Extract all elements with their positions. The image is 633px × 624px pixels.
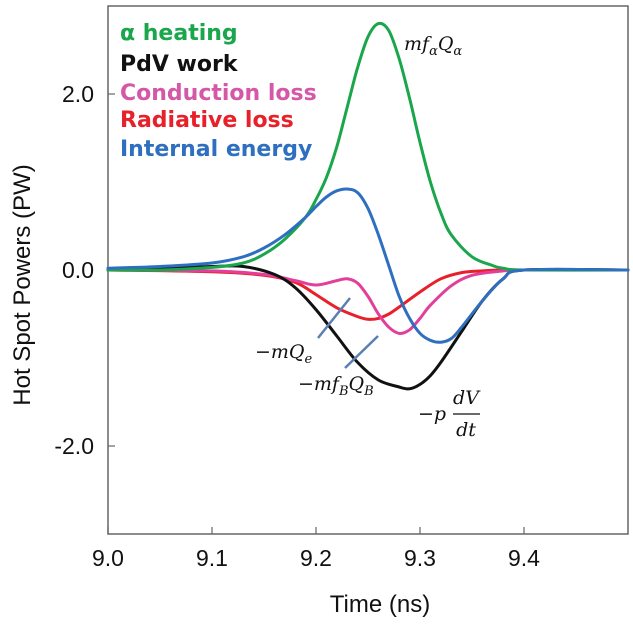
series-lines <box>106 21 630 391</box>
series-conduction-loss-line <box>106 268 630 335</box>
series-internal-energy-line <box>106 187 630 344</box>
annotation-pdv: −p dV dt <box>418 387 481 441</box>
legend: α heating PdV work Conduction loss Radia… <box>120 21 317 162</box>
legend-conduction-loss: Conduction loss <box>120 81 317 106</box>
x-tick-label: 9.0 <box>92 545 124 571</box>
annotation-radiative: −mfBQB <box>298 373 374 399</box>
series-alpha-heating-line <box>106 21 630 272</box>
x-tick-label: 9.3 <box>404 545 436 571</box>
series-pdv-work-line <box>106 264 630 391</box>
axis-ticks: 9.0 9.1 9.2 9.3 9.4 2.0 0.0 -2.0 <box>54 81 540 571</box>
legend-internal-energy: Internal energy <box>120 137 312 162</box>
annotation-pdv-prefix: −p <box>418 403 446 425</box>
annotation-pdv-numerator: dV <box>453 387 481 409</box>
y-tick-label: 0.0 <box>62 257 94 283</box>
annotation-conduction: −mQe <box>255 341 313 367</box>
x-axis-title: Time (ns) <box>330 591 430 618</box>
legend-pdv-work: PdV work <box>120 52 239 77</box>
y-tick-label: -2.0 <box>54 433 94 459</box>
legend-alpha-heating: α heating <box>120 21 238 46</box>
annotation-alpha-heating: mfαQα <box>404 33 462 59</box>
x-tick-label: 9.1 <box>196 545 228 571</box>
y-tick-label: 2.0 <box>62 81 94 107</box>
y-axis-title: Hot Spot Powers (PW) <box>9 164 36 405</box>
annotation-pdv-denominator: dt <box>456 419 476 441</box>
radiative-pointer-line <box>344 335 379 369</box>
conduction-pointer-line <box>317 297 351 339</box>
x-tick-label: 9.2 <box>300 545 332 571</box>
x-tick-label: 9.4 <box>508 545 540 571</box>
legend-radiative-loss: Radiative loss <box>120 108 294 133</box>
